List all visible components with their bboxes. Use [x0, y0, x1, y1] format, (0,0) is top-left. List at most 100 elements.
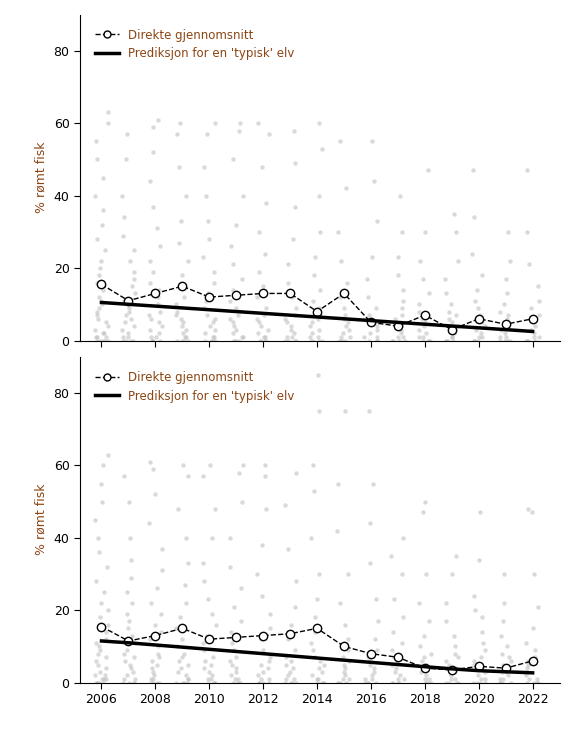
Point: [154, 291, 163, 303]
Point: [234, 335, 243, 346]
Point: [315, 655, 324, 666]
Point: [424, 677, 433, 688]
Point: [172, 622, 181, 634]
Point: [344, 644, 353, 656]
Point: [229, 316, 238, 328]
Point: [315, 117, 324, 129]
Point: [286, 619, 295, 631]
Point: [340, 666, 349, 677]
Point: [148, 677, 157, 688]
Point: [340, 669, 349, 681]
Point: [254, 226, 263, 238]
Point: [389, 651, 399, 663]
Point: [127, 630, 136, 642]
Point: [335, 597, 344, 608]
Point: [200, 335, 210, 346]
Point: [319, 658, 328, 670]
Point: [399, 284, 408, 296]
Point: [155, 327, 164, 339]
Point: [98, 172, 107, 184]
Point: [200, 327, 210, 339]
Point: [522, 226, 532, 238]
Point: [126, 313, 135, 324]
Point: [420, 651, 429, 663]
Point: [204, 666, 214, 677]
Point: [369, 666, 378, 677]
Point: [230, 335, 239, 346]
Point: [291, 335, 300, 346]
Point: [310, 251, 319, 263]
Point: [254, 117, 263, 129]
Point: [158, 320, 167, 332]
Point: [469, 335, 478, 346]
Point: [91, 575, 100, 587]
Point: [343, 568, 352, 580]
Point: [228, 153, 238, 165]
Point: [526, 324, 536, 335]
Point: [306, 320, 315, 332]
Point: [533, 280, 542, 292]
Point: [155, 305, 164, 317]
Point: [252, 568, 262, 580]
Point: [183, 673, 192, 685]
Point: [207, 335, 216, 346]
Point: [281, 651, 290, 663]
Point: [178, 316, 187, 328]
Point: [393, 655, 402, 666]
Point: [475, 331, 484, 343]
Point: [288, 677, 297, 688]
Point: [232, 677, 241, 688]
Point: [393, 269, 403, 281]
Point: [98, 495, 107, 507]
Point: [238, 190, 247, 202]
Point: [118, 190, 127, 202]
Point: [177, 662, 186, 674]
Point: [521, 669, 530, 681]
Point: [307, 532, 316, 544]
Point: [342, 677, 351, 688]
Point: [449, 335, 458, 346]
Point: [452, 226, 461, 238]
Point: [502, 641, 512, 653]
Point: [103, 117, 112, 129]
Point: [155, 316, 164, 328]
Point: [184, 673, 193, 685]
Point: [127, 597, 136, 608]
Point: [199, 644, 208, 656]
Point: [339, 673, 348, 685]
Point: [336, 677, 345, 688]
Point: [182, 532, 191, 544]
Point: [372, 644, 381, 656]
Point: [181, 669, 190, 681]
Point: [263, 324, 272, 335]
Point: [206, 673, 215, 685]
Point: [280, 499, 289, 511]
Point: [425, 288, 434, 299]
Point: [201, 295, 210, 307]
Point: [227, 241, 236, 252]
Point: [257, 335, 266, 346]
Point: [503, 309, 512, 321]
Point: [209, 277, 218, 288]
Point: [254, 677, 263, 688]
Point: [101, 662, 110, 674]
Point: [175, 655, 184, 666]
Point: [102, 673, 111, 685]
Point: [397, 637, 407, 649]
Point: [309, 485, 319, 497]
Point: [500, 299, 509, 310]
Point: [421, 316, 430, 328]
Point: [253, 669, 262, 681]
Point: [264, 662, 273, 674]
Point: [172, 641, 182, 653]
Point: [96, 295, 105, 307]
Point: [152, 222, 162, 234]
Point: [146, 331, 155, 343]
Point: [503, 226, 512, 238]
Point: [174, 237, 183, 249]
Point: [145, 324, 154, 335]
Point: [90, 324, 99, 335]
Point: [481, 644, 490, 656]
Point: [283, 335, 292, 346]
Point: [179, 677, 188, 688]
